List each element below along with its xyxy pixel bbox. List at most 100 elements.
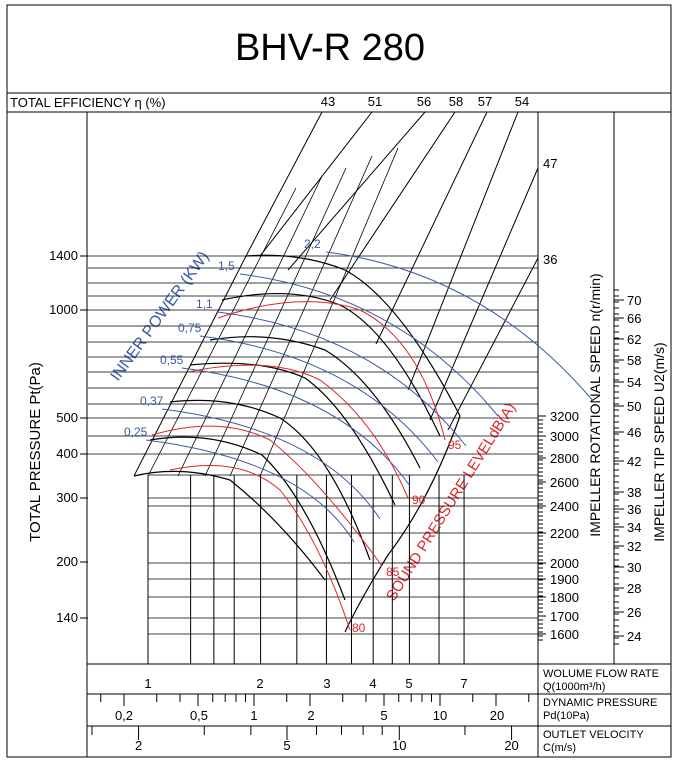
tip-tick-label: 38: [627, 485, 641, 500]
efficiency-label: 57: [478, 94, 492, 109]
tip-tick-label: 26: [627, 605, 641, 620]
speed-tick-label: 2200: [550, 526, 579, 541]
efficiency-line: [245, 111, 323, 257]
fan-curve: [209, 336, 421, 469]
speed-tick-label: 3000: [550, 429, 579, 444]
y-tick-label: 140: [56, 610, 78, 625]
dyn-tick-label: 2: [307, 708, 314, 723]
tip-tick-label: 46: [627, 425, 641, 440]
efficiency-line: [407, 111, 519, 391]
vel-tick-label: 20: [504, 738, 518, 753]
dynamic-pressure-unit: Pd(10Pa): [543, 710, 589, 722]
tip-tick-label: 66: [627, 311, 641, 326]
power-curve: [239, 273, 499, 417]
fan-curve: [149, 436, 346, 601]
flow-tick-label: 1: [144, 676, 151, 691]
flow-diagonal: [147, 187, 297, 477]
y-tick-label: 1400: [49, 248, 78, 263]
vel-tick-label: 2: [135, 738, 142, 753]
efficiency-label: 36: [543, 252, 557, 267]
dyn-tick-label: 1: [250, 708, 257, 723]
efficiency-label: 56: [417, 94, 431, 109]
power-curve: [145, 439, 355, 543]
speed-tick-label: 1900: [550, 572, 579, 587]
flow-diagonal: [204, 167, 347, 477]
efficiency-line: [375, 111, 488, 345]
tip-tick-label: 50: [627, 399, 641, 414]
speed-tick-label: 2000: [550, 556, 579, 571]
vel-tick-label: 5: [283, 738, 290, 753]
efficiency-line: [259, 111, 373, 257]
tip-tick-label: 58: [627, 353, 641, 368]
speed-tick-label: 1700: [550, 609, 579, 624]
power-label: 1,5: [218, 259, 235, 273]
dyn-tick-label: 0,5: [190, 708, 208, 723]
tip-tick-label: 32: [627, 539, 641, 554]
vel-tick-label: 10: [392, 738, 406, 753]
efficiency-line: [329, 111, 456, 301]
speed-tick-label: 2800: [550, 451, 579, 466]
sound-curve: [151, 425, 383, 567]
fan-curve: [133, 470, 326, 581]
efficiency-label: 54: [515, 94, 529, 109]
fan-curve: [189, 362, 396, 506]
sound-label: 80: [352, 621, 366, 635]
right-boundary: [344, 415, 461, 633]
flow-rate-unit: Q(1000m³/h): [543, 681, 605, 693]
fan-curve: [169, 399, 371, 561]
sound-level-label: SOUND PRESSURE LEVELdB(A): [383, 400, 519, 604]
power-label: 0,55: [160, 353, 184, 367]
y-tick-label: 300: [56, 490, 78, 505]
y-tick-label: 1000: [49, 302, 78, 317]
speed-tick-label: 3200: [550, 409, 579, 424]
power-label: 0,75: [178, 321, 202, 335]
speed-tick-label: 2600: [550, 475, 579, 490]
flow-tick-label: 7: [460, 676, 467, 691]
speed-tick-label: 1600: [550, 627, 579, 642]
efficiency-label: 47: [543, 156, 557, 171]
y-tick-label: 200: [56, 554, 78, 569]
tip-tick-label: 24: [627, 629, 641, 644]
tip-tick-label: 54: [627, 375, 641, 390]
flow-diagonal: [229, 155, 373, 477]
fan-curve: [245, 254, 461, 417]
y-axis-label: TOTAL PRESSURE Pt(Pa): [27, 362, 44, 542]
tip-tick-label: 28: [627, 581, 641, 596]
tip-tick-label: 42: [627, 454, 641, 469]
flow-diagonal: [259, 147, 399, 477]
power-label: 1,1: [196, 297, 213, 311]
dyn-tick-label: 0,2: [115, 708, 133, 723]
outlet-velocity-label: OUTLET VELOCITY: [543, 729, 644, 741]
dyn-tick-label: 10: [433, 708, 447, 723]
sound-label: 85: [386, 565, 400, 579]
efficiency-label: 51: [368, 94, 382, 109]
power-curve: [217, 311, 467, 447]
y-tick-label: 500: [56, 410, 78, 425]
flow-tick-label: 2: [256, 676, 263, 691]
tip-tick-label: 34: [627, 520, 641, 535]
efficiency-line: [429, 167, 539, 421]
efficiency-label: 43: [321, 94, 335, 109]
flow-tick-label: 4: [369, 676, 376, 691]
chart-frame: [6, 4, 672, 758]
power-curve: [325, 251, 595, 403]
power-label: 2,2: [304, 237, 321, 251]
flow-tick-label: 5: [405, 676, 412, 691]
chart-title: BHV-R 280: [235, 27, 425, 69]
tip-tick-label: 36: [627, 502, 641, 517]
power-label: 0,37: [140, 394, 164, 408]
power-label: 0,25: [124, 425, 148, 439]
power-curve: [199, 335, 439, 463]
efficiency-line: [447, 257, 539, 431]
dynamic-pressure-label: DYNAMIC PRESSURE: [543, 697, 657, 709]
tip-speed-axis-label: IMPELLER TIP SPEED U2(m/s): [651, 342, 667, 541]
efficiency-label: 58: [449, 94, 463, 109]
dyn-tick-label: 5: [380, 708, 387, 723]
efficiency-axis-label: TOTAL EFFICIENCY η (%): [10, 95, 166, 110]
sound-label: 95: [448, 438, 462, 452]
speed-axis-label: IMPELLER ROTATIONAL SPEED n(r/min): [587, 273, 603, 536]
sound-label: 90: [412, 493, 426, 507]
sound-curve: [217, 301, 446, 441]
